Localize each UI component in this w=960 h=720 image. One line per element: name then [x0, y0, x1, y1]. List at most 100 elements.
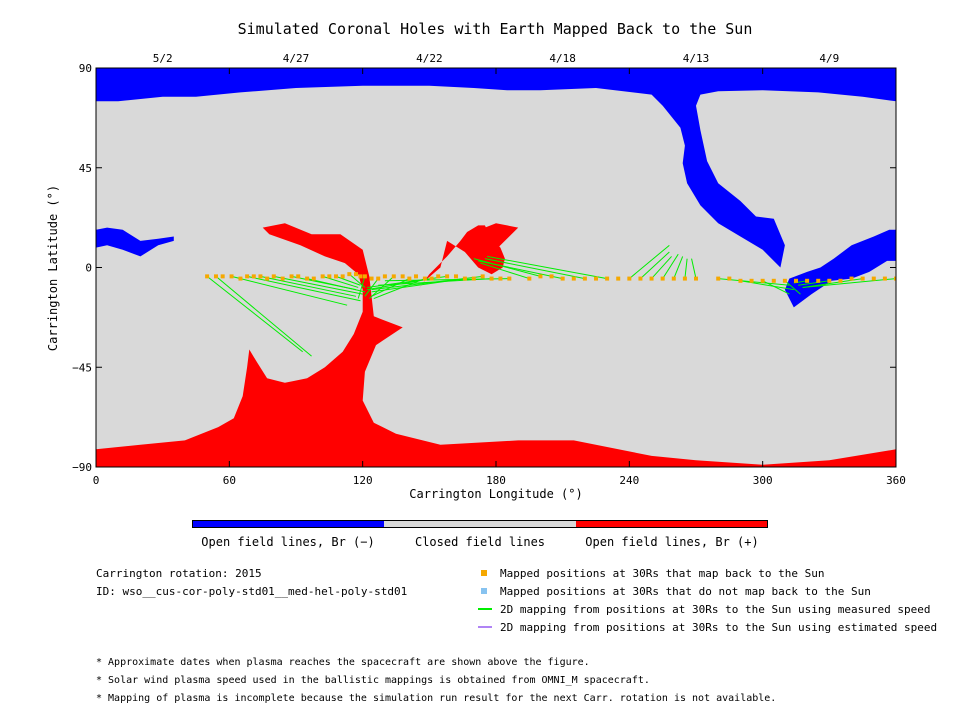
mapped-point [594, 276, 598, 281]
mapped-point [454, 274, 458, 279]
mapped-point [716, 276, 721, 281]
top-date-label: 4/13 [683, 52, 710, 65]
carrington-rotation: Carrington rotation: 2015 [96, 567, 262, 580]
mapping-line [231, 275, 348, 306]
colorbar [192, 520, 768, 528]
note-incomplete: * Mapping of plasma is incomplete becaus… [96, 693, 777, 704]
mapped-point [760, 278, 765, 283]
mapping-line [373, 278, 426, 299]
mapped-point [471, 276, 476, 281]
region-negative-1 [96, 227, 174, 257]
mapping-line [740, 280, 794, 291]
mapped-point [205, 274, 210, 279]
mapped-point [649, 276, 654, 281]
mapping-line [802, 278, 896, 288]
mapping-line [478, 260, 563, 280]
mapped-point [605, 276, 610, 281]
mapped-point [214, 274, 218, 279]
mapped-point [627, 276, 632, 281]
mapped-point [271, 274, 276, 279]
mapped-point [251, 274, 256, 279]
note-speed: * Solar wind plasma speed used in the ba… [96, 675, 650, 686]
coronal-hole-map: 0 60 120 180 240 300 360 90 45 0 −45 −90 5/2 4/27 4/22… [46, 52, 906, 501]
mapped-point [582, 276, 587, 281]
mapped-point [369, 276, 374, 281]
mapped-point [280, 276, 285, 281]
mapped-point [220, 274, 225, 279]
x-tick-label: 360 [886, 474, 906, 487]
mapped-point [498, 276, 503, 281]
mapped-point [407, 276, 412, 281]
mapped-point [849, 276, 854, 281]
mapping-line [784, 280, 801, 295]
mapping-line [357, 276, 366, 299]
mapped-point [436, 274, 441, 279]
x-tick-label: 180 [486, 474, 506, 487]
top-date-label: 4/22 [416, 52, 443, 65]
mapped-point [347, 272, 352, 277]
x-tick-label: 120 [353, 474, 373, 487]
mapped-point [538, 274, 543, 279]
mapped-point [771, 278, 776, 283]
mapped-point [305, 276, 310, 281]
mapped-point [289, 274, 294, 279]
mapped-point [816, 278, 821, 283]
mapped-point [694, 276, 698, 281]
mapped-point [376, 276, 381, 281]
region-positive-3 [96, 223, 896, 467]
mapped-point [382, 274, 387, 279]
region-negative-2 [784, 229, 896, 308]
mapping-line [273, 275, 363, 295]
mapped-point [860, 276, 865, 281]
mapped-point [671, 276, 676, 281]
mapping-line [364, 278, 379, 297]
mapping-line [662, 253, 679, 279]
top-date-label: 4/9 [819, 52, 839, 65]
note-dates: * Approximate dates when plasma reaches … [96, 657, 590, 668]
mapping-line [651, 256, 672, 279]
y-tick-label: −90 [72, 461, 92, 474]
mapping-line [215, 275, 312, 357]
mapped-point [340, 274, 345, 279]
x-tick-label: 300 [753, 474, 773, 487]
mapped-point [334, 274, 338, 279]
mapped-point [445, 274, 450, 279]
simulation-id: ID: wso__cus-cor-poly-std01__med-hel-pol… [96, 585, 408, 598]
axis-ticks: 0 60 120 180 240 300 360 90 45 0 −45 −90 5/2 4/27 4/22… [72, 52, 906, 487]
mapped-point [327, 274, 332, 279]
mapped-point [422, 276, 427, 281]
mapping-line [473, 258, 541, 277]
x-tick-label: 0 [93, 474, 100, 487]
colorbar-open-positive [575, 521, 767, 527]
green-line-icon [478, 608, 492, 610]
mapped-point [871, 276, 876, 281]
mapped-point [638, 276, 643, 281]
mapping-line [762, 280, 790, 295]
colorbar-label-negative: Open field lines, Br (−) [201, 535, 375, 549]
mapped-point [738, 278, 743, 283]
mapped-point [311, 276, 316, 281]
mapped-point [616, 276, 621, 281]
mapping-line [691, 258, 697, 279]
y-tick-label: −45 [72, 361, 92, 374]
mapped-point [838, 278, 843, 283]
mapping-line [384, 278, 510, 282]
mapping-line [260, 275, 357, 297]
mapped-point [480, 274, 485, 279]
mapped-point [320, 274, 325, 279]
mapped-point [549, 274, 554, 279]
mapping-line [206, 275, 303, 353]
light-blue-square-icon [481, 588, 487, 594]
top-date-label: 5/2 [153, 52, 173, 65]
mapping-lines [206, 244, 896, 357]
y-tick-label: 0 [85, 262, 92, 275]
mapped-point [560, 276, 565, 281]
mapping-line [484, 258, 585, 280]
top-date-label: 4/18 [549, 52, 576, 65]
mapped-point [894, 276, 896, 281]
purple-line-icon [478, 626, 492, 628]
mapped-point [827, 278, 832, 283]
mapped-point [571, 276, 576, 281]
mapped-points [205, 272, 896, 283]
mapped-point [362, 274, 367, 279]
